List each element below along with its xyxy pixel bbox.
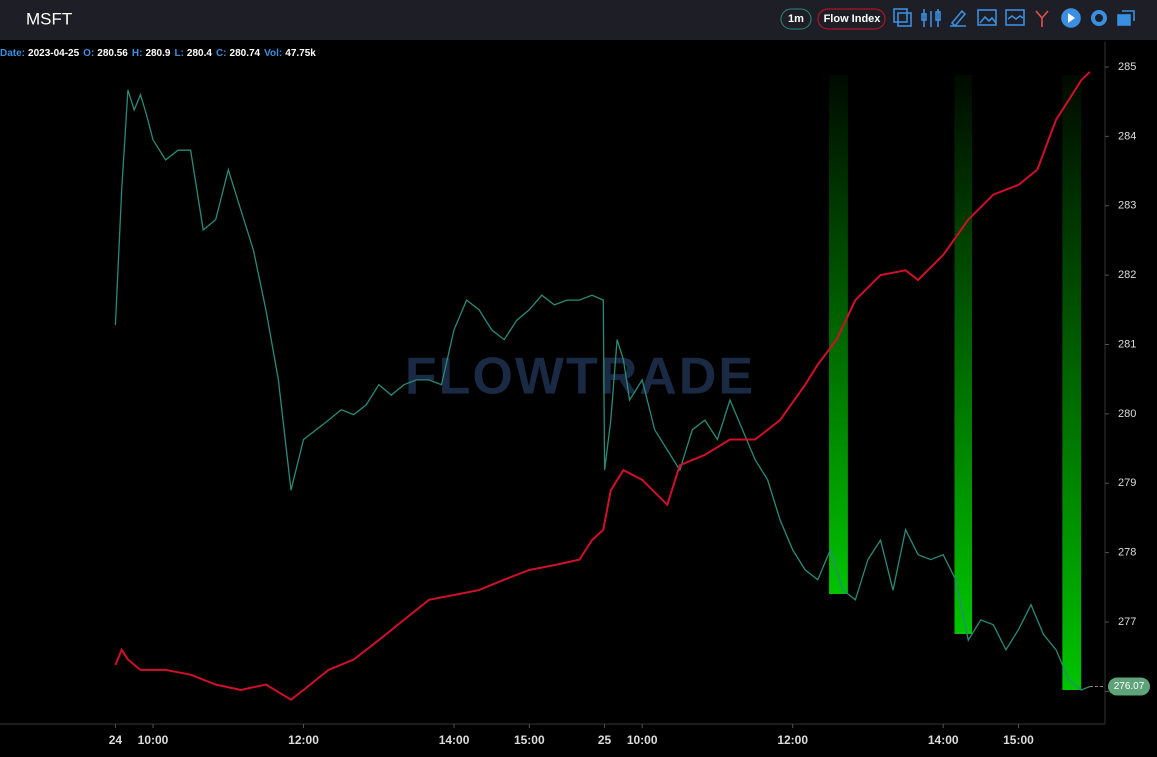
x-tick-label: 25 xyxy=(598,733,612,747)
flow-index-label: Flow Index xyxy=(824,13,882,25)
y-tick-label: 277 xyxy=(1118,616,1136,628)
layout-icon[interactable] xyxy=(1117,10,1135,26)
watermark: FLOWTRADE xyxy=(405,348,755,406)
info-text: 47.75k xyxy=(285,48,316,59)
x-tick-label: 10:00 xyxy=(627,733,658,747)
symbol: MSFT xyxy=(26,9,72,28)
y-tick-label: 278 xyxy=(1118,547,1136,559)
y-tick-label: 279 xyxy=(1118,477,1136,489)
info-text: 2023-04-25 xyxy=(28,48,80,59)
last-price-label: 276.07 xyxy=(1114,681,1145,692)
play-triangle xyxy=(1068,13,1075,23)
x-tick-label: 12:00 xyxy=(777,733,808,747)
candles-icon[interactable] xyxy=(921,9,941,27)
header-bar xyxy=(0,0,1157,40)
y-tick-label: 285 xyxy=(1118,61,1136,73)
info-text: Vol: xyxy=(264,48,282,59)
flow-index-button[interactable] xyxy=(817,8,886,30)
draw-icon[interactable] xyxy=(950,9,967,28)
info-text: 280.74 xyxy=(230,48,261,59)
interval-button[interactable] xyxy=(780,8,812,30)
info-text: 280.4 xyxy=(187,48,212,59)
x-tick-label: 15:00 xyxy=(1003,733,1034,747)
x-tick-label: 24 xyxy=(109,733,123,747)
info-text: 280.56 xyxy=(97,48,128,59)
plot: 2762772782792802812822832842852410:0012:… xyxy=(109,61,1150,747)
y-tick-label: 282 xyxy=(1118,269,1136,281)
info-text: L: xyxy=(174,48,183,59)
y-tick-label: 284 xyxy=(1118,130,1136,142)
y-tick-label: 280 xyxy=(1118,408,1136,420)
last-price-box xyxy=(1108,677,1150,696)
highlight-band xyxy=(954,75,973,635)
y-tick-label: 283 xyxy=(1118,200,1136,212)
info-line: Date: 2023-04-25 O: 280.56 H: 280.9 L: 280.4 C: 2… xyxy=(0,48,316,59)
series-line xyxy=(114,89,1091,691)
info-text: 280.9 xyxy=(145,48,170,59)
image-icon[interactable] xyxy=(977,9,997,26)
add-chart-icon[interactable] xyxy=(893,8,912,27)
x-tick-label: 14:00 xyxy=(439,733,470,747)
toolbar xyxy=(893,8,1135,28)
interval-label: 1m xyxy=(788,13,804,25)
indicator-icon[interactable] xyxy=(1005,9,1025,26)
y-tick-label: 281 xyxy=(1118,338,1136,350)
x-tick-label: 10:00 xyxy=(138,733,169,747)
highlight-band xyxy=(1062,75,1082,691)
compare-icon[interactable] xyxy=(1035,10,1049,27)
x-tick-label: 12:00 xyxy=(288,733,319,747)
info-text: C: xyxy=(216,48,227,59)
info-text: Date: xyxy=(0,48,25,59)
info-text: O: xyxy=(83,48,94,59)
info-text: H: xyxy=(132,48,143,59)
series-line xyxy=(114,71,1091,701)
settings-icon[interactable] xyxy=(1091,10,1107,26)
x-tick-label: 15:00 xyxy=(514,733,545,747)
x-tick-label: 14:00 xyxy=(928,733,959,747)
